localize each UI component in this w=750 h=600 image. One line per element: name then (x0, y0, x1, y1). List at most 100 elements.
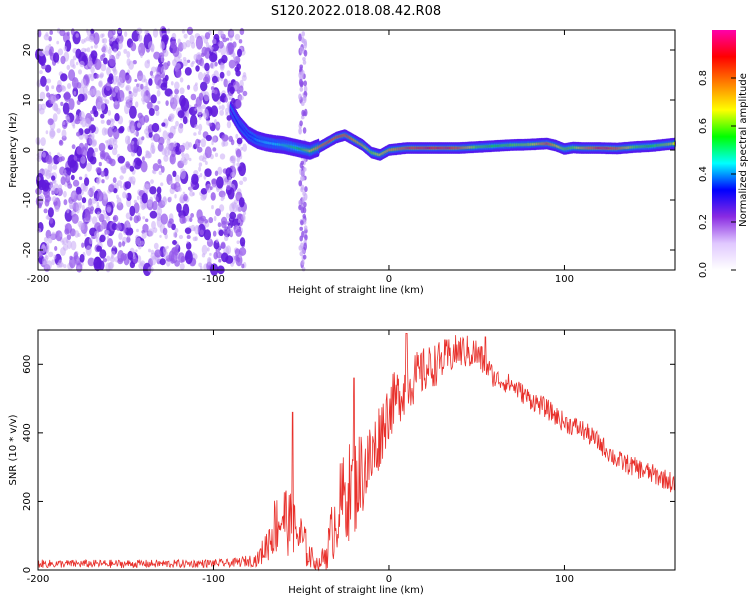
spectral-noise-blob (135, 237, 141, 245)
spectral-noise-blob (216, 100, 221, 105)
spectral-noise-blob (109, 53, 113, 59)
spectral-noise-blob (154, 74, 162, 86)
spectral-noise-blob (226, 37, 230, 41)
spectral-noise-blob (129, 105, 137, 119)
spectral-noise-blob (136, 215, 141, 222)
spectral-noise-blob (219, 153, 226, 160)
spectral-noise-blob (85, 245, 92, 256)
interference-blob (298, 71, 303, 79)
spectral-noise-blob (147, 59, 150, 64)
spectral-noise-blob (241, 214, 246, 221)
spectral-noise-blob (114, 100, 118, 106)
spectral-noise-blob (180, 97, 190, 112)
spectral-noise-blob (86, 162, 92, 172)
spectral-noise-blob (172, 103, 177, 111)
spectral-noise-blob (237, 48, 242, 58)
spectral-noise-blob (106, 66, 111, 76)
spectral-noise-blob (105, 262, 111, 273)
spectral-noise-blob (88, 237, 93, 245)
spectral-noise-blob (145, 218, 149, 223)
spectral-noise-blob (112, 216, 117, 221)
spectral-noise-blob (217, 124, 221, 128)
spectral-noise-blob (144, 29, 149, 36)
spectral-noise-blob (73, 91, 77, 96)
spectral-noise-blob (84, 134, 88, 140)
spectral-noise-blob (43, 236, 49, 243)
interference-blob (302, 213, 307, 219)
interference-blob (300, 220, 304, 226)
spectral-noise-blob (236, 162, 241, 167)
spectral-noise-blob (60, 101, 64, 107)
interference-blob (299, 226, 304, 231)
spectral-noise-blob (172, 46, 180, 58)
spectral-noise-blob (75, 33, 79, 38)
spectral-noise-blob (49, 30, 53, 35)
spectral-noise-blob (81, 146, 88, 158)
spectral-noise-blob (176, 203, 182, 213)
spectral-noise-blob (176, 63, 181, 70)
spectral-noise-blob (96, 176, 101, 184)
spectral-noise-blob (213, 215, 217, 222)
spectral-noise-blob (61, 129, 67, 139)
spectral-noise-blob (238, 95, 244, 101)
spectral-noise-blob (124, 181, 132, 190)
spectral-noise-blob (120, 165, 127, 174)
spectral-noise-blob (173, 94, 178, 99)
interference-blob (301, 259, 305, 266)
spectral-noise-blob (51, 231, 56, 240)
spectral-noise-blob (193, 132, 197, 136)
spectral-noise-blob (133, 199, 137, 204)
spectral-noise-blob (235, 148, 242, 158)
spectral-noise-blob (235, 133, 239, 139)
spectral-noise-blob (100, 171, 106, 177)
spectral-noise-blob (174, 194, 177, 199)
spectral-noise-blob (94, 230, 100, 239)
spectral-noise-blob (195, 35, 203, 50)
spectral-noise-blob (60, 55, 66, 65)
spectral-noise-blob (218, 258, 222, 263)
spectral-noise-blob (155, 110, 160, 116)
spectral-noise-blob (138, 262, 145, 270)
spectral-noise-blob (87, 190, 91, 195)
spectral-noise-blob (73, 155, 78, 161)
spectral-noise-blob (196, 146, 203, 153)
spectral-noise-blob (113, 68, 118, 76)
spectral-noise-blob (79, 86, 85, 97)
spectral-noise-blob (179, 168, 186, 180)
interference-blob (299, 162, 304, 169)
spectral-noise-blob (184, 153, 190, 161)
spectral-noise-blob (200, 188, 208, 195)
spectral-noise-blob (89, 209, 94, 215)
spectral-noise-blob (69, 201, 74, 209)
spectral-noise-blob (73, 251, 79, 260)
spectral-noise-blob (212, 147, 217, 152)
spectral-noise-blob (64, 223, 72, 234)
spectral-noise-blob (225, 245, 232, 255)
spectral-noise-blob (160, 82, 168, 91)
spectral-noise-blob (204, 62, 210, 72)
spectral-noise-blob (63, 45, 67, 52)
spectral-noise-blob (129, 205, 136, 217)
spectral-noise-blob (220, 63, 225, 69)
snr-series-line (37, 333, 676, 572)
spectral-noise-blob (37, 250, 44, 258)
spectral-noise-blob (96, 190, 104, 202)
spectral-noise-blob (172, 170, 177, 177)
spectral-noise-blob (141, 232, 147, 239)
spectral-noise-blob (66, 240, 72, 250)
spectral-noise-blob (166, 245, 169, 249)
spectral-noise-blob (66, 175, 70, 179)
spectral-noise-blob (149, 70, 154, 76)
interference-blob (298, 127, 302, 135)
spectral-noise-blob (229, 86, 235, 95)
spectral-noise-blob (112, 177, 117, 184)
spectral-noise-blob (230, 156, 234, 162)
spectral-noise-blob (162, 130, 168, 140)
spectral-noise-blob (52, 164, 58, 170)
spectral-noise-blob (95, 167, 102, 173)
spectral-noise-blob (51, 190, 55, 195)
spectral-noise-blob (54, 246, 58, 251)
spectral-noise-blob (119, 125, 125, 133)
spectral-noise-blob (193, 227, 196, 232)
spectral-noise-blob (119, 175, 124, 180)
